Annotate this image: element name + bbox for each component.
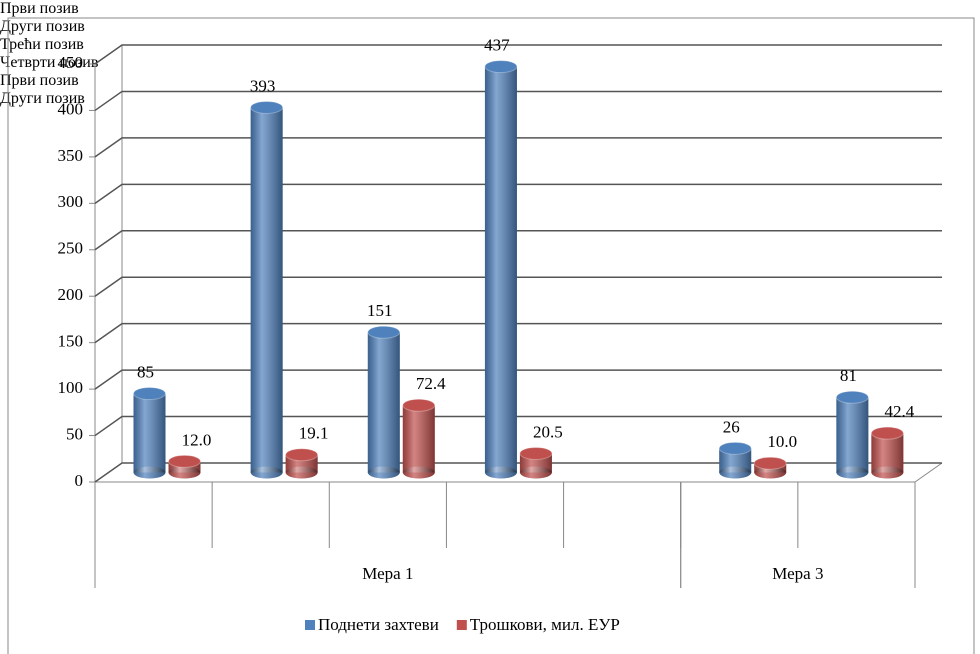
bar-bottom-shade: [836, 466, 869, 479]
y-tick-label: 150: [58, 332, 84, 351]
y-tick-label: 300: [58, 192, 84, 211]
data-label: 437: [484, 35, 510, 54]
grid-line: [94, 415, 942, 437]
grid-line: [94, 230, 942, 251]
data-label: 151: [367, 301, 393, 320]
bar-top: [870, 426, 904, 440]
grid-line: [94, 276, 942, 297]
group-label: Мера 3: [772, 564, 823, 583]
bar-bottom-shade: [367, 466, 400, 479]
grid-line: [94, 322, 942, 344]
bar-top: [835, 390, 869, 404]
y-tick-label: 200: [58, 285, 84, 304]
grid-line: [94, 44, 942, 65]
legend-label: Поднети захтеви: [318, 615, 439, 634]
bar-shade: [250, 107, 283, 473]
grid-line: [94, 137, 942, 158]
data-label: 26: [723, 417, 740, 436]
bar-shade: [367, 332, 400, 473]
bar-top: [484, 60, 518, 74]
floor: [95, 462, 943, 483]
x-tick-label: Први позив: [0, 72, 79, 89]
bar-top: [133, 387, 166, 401]
grid-line: [94, 462, 942, 483]
frame: [7, 17, 975, 654]
bar-bottom-shade: [402, 466, 435, 479]
bar-bottom-shade: [484, 466, 517, 479]
bar-top: [168, 454, 201, 468]
x-tick-label: Други позив: [0, 90, 85, 107]
bar-bottom-shade: [133, 466, 166, 479]
bar-top: [250, 100, 284, 114]
group-label: Мера 1: [362, 564, 413, 583]
data-label: 81: [840, 366, 857, 385]
data-label: 42.4: [884, 402, 914, 421]
bar-bottom-shade: [519, 466, 552, 479]
y-tick-label: 400: [58, 99, 84, 118]
y-tick-label: 50: [66, 424, 83, 443]
bar-top: [402, 398, 436, 412]
bar-bottom-shade: [285, 466, 318, 479]
data-label: 85: [137, 362, 154, 381]
y-tick-label: 100: [58, 378, 84, 397]
bar-top: [285, 448, 319, 462]
y-tick-label: 0: [75, 471, 84, 490]
data-label: 10.0: [767, 432, 797, 451]
bar-bottom-shade: [871, 466, 904, 479]
y-tick-label: 350: [58, 146, 84, 165]
bar-top: [718, 441, 752, 455]
legend-label: Трошкови, мил. ЕУР: [470, 615, 620, 634]
bar-shade: [133, 393, 166, 473]
bar-bottom-shade: [168, 466, 201, 479]
grid-line: [94, 90, 942, 112]
x-tick-label: Први позив: [0, 0, 79, 17]
bar-shade: [484, 66, 517, 473]
grid-line: [94, 369, 942, 390]
data-label: 12.0: [182, 430, 212, 449]
bar-bottom-shade: [250, 466, 283, 479]
bar-shade: [402, 405, 435, 473]
y-tick-label: 450: [58, 53, 84, 72]
legend-swatch: [305, 620, 315, 630]
data-label: 72.4: [416, 374, 446, 393]
legend-swatch: [456, 620, 467, 630]
x-tick-label: Трећи позив: [0, 36, 84, 53]
grid-line: [94, 183, 942, 204]
bar-top: [519, 446, 553, 460]
data-label: 19.1: [299, 424, 329, 443]
bar-top: [367, 325, 401, 339]
x-tick-label: Четврти позив: [0, 54, 99, 71]
bar-shade: [871, 433, 904, 473]
data-label: 20.5: [533, 422, 563, 441]
bar-shade: [836, 397, 869, 473]
bar-bottom-shade: [754, 466, 787, 479]
y-tick-label: 250: [58, 239, 84, 258]
data-label: 393: [250, 76, 276, 95]
x-tick-label: Други позив: [0, 18, 85, 35]
bar-top: [753, 456, 787, 470]
bar-bottom-shade: [719, 466, 752, 479]
